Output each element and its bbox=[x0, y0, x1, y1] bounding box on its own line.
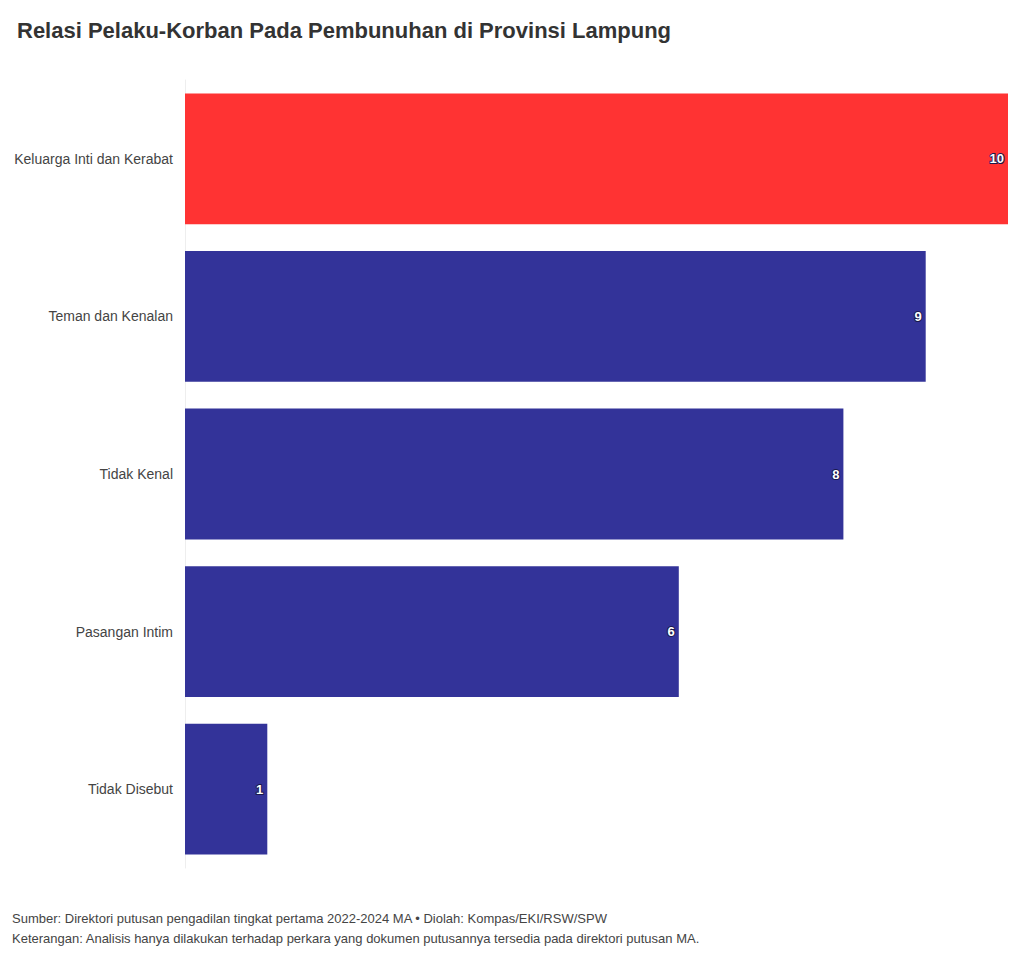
svg-text:9: 9 bbox=[914, 309, 921, 324]
svg-text:Relasi Pelaku-Korban Pada Pemb: Relasi Pelaku-Korban Pada Pembunuhan di … bbox=[17, 18, 671, 43]
svg-text:Sumber: Direktori putusan peng: Sumber: Direktori putusan pengadilan tin… bbox=[12, 911, 608, 926]
svg-text:6: 6 bbox=[668, 624, 675, 639]
svg-text:1: 1 bbox=[256, 782, 263, 797]
svg-text:Keluarga Inti dan Kerabat: Keluarga Inti dan Kerabat bbox=[14, 151, 173, 167]
svg-text:8: 8 bbox=[832, 467, 839, 482]
svg-text:Tidak Kenal: Tidak Kenal bbox=[100, 466, 173, 482]
svg-text:10: 10 bbox=[990, 151, 1004, 166]
svg-text:Pasangan Intim: Pasangan Intim bbox=[76, 624, 173, 640]
svg-text:Tidak Disebut: Tidak Disebut bbox=[88, 781, 173, 797]
svg-text:Teman dan Kenalan: Teman dan Kenalan bbox=[48, 308, 173, 324]
svg-text:Keterangan: Analisis hanya dil: Keterangan: Analisis hanya dilakukan ter… bbox=[12, 931, 699, 946]
